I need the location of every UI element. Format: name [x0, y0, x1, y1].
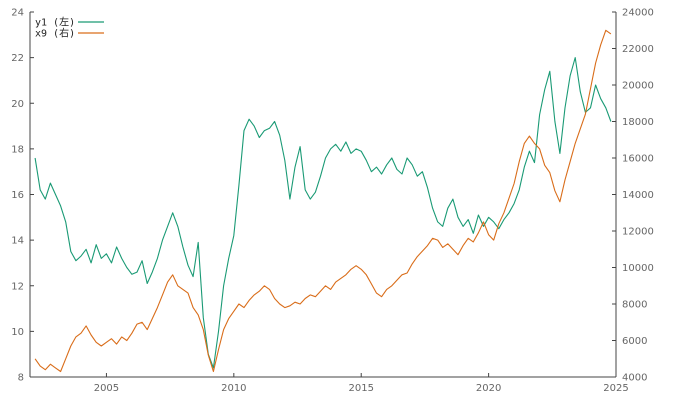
y-right-tick-label: 20000 [622, 81, 654, 92]
y-left-tick-label: 8 [18, 373, 24, 384]
y-right-tick-label: 6000 [622, 336, 647, 347]
series-line-2 [34, 29, 612, 373]
x-tick-label: 2020 [476, 383, 501, 394]
y-right-tick-label: 24000 [622, 8, 654, 19]
y-left-tick-label: 14 [11, 236, 24, 247]
y-left-tick-label: 12 [11, 281, 24, 292]
y-right-tick-label: 22000 [622, 44, 654, 55]
x-tick-label: 2025 [603, 383, 628, 394]
tick-labels: 8 10 12 14 16 18 20 22 24 4000 6000 8000 10000 12000 1… [11, 8, 654, 395]
y-right-tick-label: 16000 [622, 154, 654, 165]
x-tick-label: 2005 [94, 383, 119, 394]
y-right-tick-label: 8000 [622, 300, 647, 311]
y-left-tick-label: 18 [11, 144, 24, 155]
axes [29, 11, 617, 378]
y-right-tick-label: 14000 [622, 190, 654, 201]
series-lines [34, 29, 612, 373]
y-right-tick-label: 18000 [622, 117, 654, 128]
y-left-tick-label: 10 [11, 327, 24, 338]
legend-label: y1 (左) [35, 16, 75, 29]
x-tick-label: 2010 [221, 383, 246, 394]
y-right-tick-label: 4000 [622, 373, 647, 384]
x-tick-label: 2015 [348, 383, 373, 394]
y-left-tick-label: 22 [11, 53, 24, 64]
y-left-tick-label: 24 [11, 8, 24, 19]
y-left-tick-label: 16 [11, 190, 24, 201]
legend-label: x9 (右) [35, 27, 75, 40]
y-right-tick-label: 10000 [622, 263, 654, 274]
y-left-tick-label: 20 [11, 99, 24, 110]
series-line-1 [34, 57, 612, 369]
legend: y1 (左)x9 (右) [35, 16, 104, 40]
y-right-tick-label: 12000 [622, 227, 654, 238]
